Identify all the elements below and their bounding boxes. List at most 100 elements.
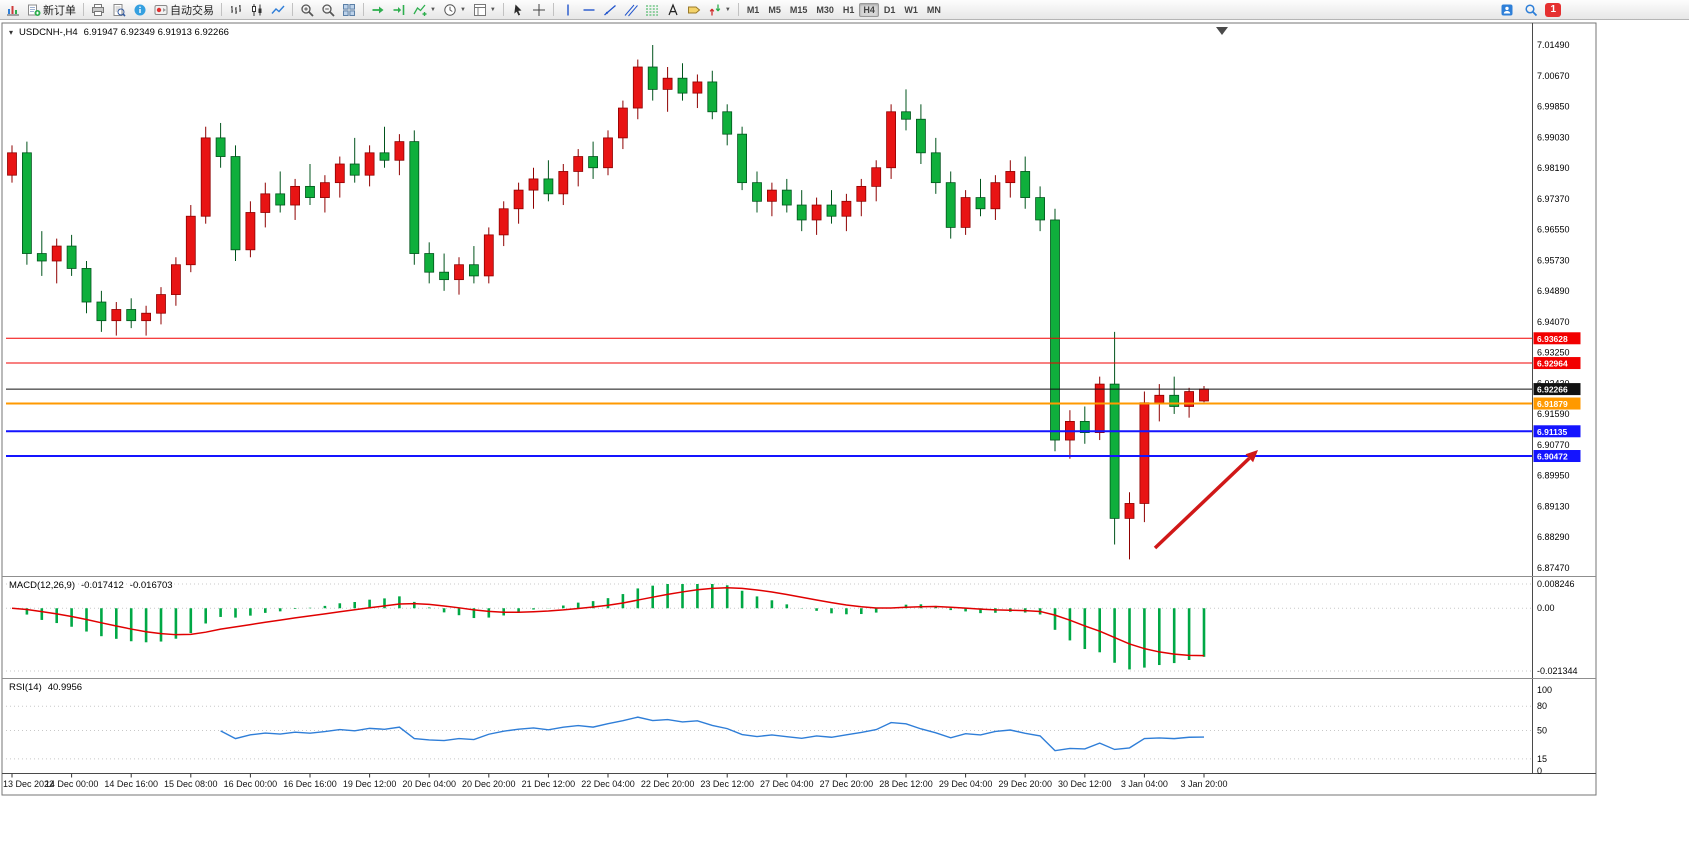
- community-button[interactable]: [1497, 1, 1517, 18]
- timeframe-m1-button[interactable]: M1: [746, 4, 760, 15]
- price-axis-label: 7.01490: [1537, 40, 1570, 50]
- preview-icon: [112, 3, 126, 17]
- candle: [319, 175, 330, 213]
- price-axis-label: 6.94890: [1537, 286, 1570, 296]
- notifications-badge[interactable]: 1: [1545, 2, 1561, 17]
- candle: [334, 156, 345, 198]
- ohlc-readout: 6.91947 6.92349 6.91913 6.92266: [83, 27, 229, 38]
- chart-menu-icon[interactable]: ▾: [9, 28, 14, 37]
- autoscroll-icon: [371, 3, 385, 17]
- price-axis-label: 6.87470: [1537, 563, 1570, 573]
- chart-shift-button[interactable]: [389, 1, 409, 18]
- candle: [1109, 331, 1120, 545]
- time-axis-label: 14 Dec 16:00: [104, 779, 158, 789]
- print-button[interactable]: [88, 1, 108, 18]
- timeframe-m15-button[interactable]: M15: [789, 4, 808, 15]
- price-axis-label: 6.88290: [1537, 532, 1570, 542]
- autotrading-button[interactable]: 自动交易: [151, 1, 217, 18]
- time-axis-label: 27 Dec 20:00: [820, 779, 874, 789]
- candle: [856, 178, 867, 217]
- time-axis-label: 29 Dec 20:00: [998, 779, 1052, 789]
- rsi-axis-label: 0: [1537, 766, 1542, 776]
- new-chart-button[interactable]: [3, 1, 23, 18]
- vertical-line-button[interactable]: [558, 1, 578, 18]
- auto-scroll-button[interactable]: [368, 1, 388, 18]
- candle: [230, 145, 241, 261]
- text-button[interactable]: [663, 1, 683, 18]
- timeframe-h4-button[interactable]: H4: [859, 2, 879, 17]
- text-label-button[interactable]: [684, 1, 704, 18]
- toolbar-separator: [363, 3, 364, 16]
- autotrade-icon: [154, 3, 168, 17]
- metaeditor-button[interactable]: [130, 1, 150, 18]
- timeframe-d1-button[interactable]: D1: [883, 4, 896, 15]
- candle: [916, 104, 926, 164]
- search-button[interactable]: [1521, 1, 1541, 18]
- time-axis-label: 22 Dec 20:00: [641, 779, 695, 789]
- cursor-button[interactable]: [508, 1, 528, 18]
- macd-axis-label: 0.008246: [1537, 579, 1575, 589]
- bars-icon: [229, 3, 243, 17]
- price-line-tag: 6.91135: [1533, 425, 1581, 438]
- candle: [1124, 492, 1135, 560]
- candle: [483, 227, 494, 284]
- timeframe-m30-button[interactable]: M30: [816, 4, 834, 15]
- timeframe-w1-button[interactable]: W1: [904, 4, 918, 15]
- rsi-axis-label: 50: [1537, 726, 1547, 736]
- timeframe-mn-button[interactable]: MN: [926, 4, 941, 15]
- candle: [1169, 376, 1180, 414]
- timeframe-m5-button[interactable]: M5: [768, 4, 781, 15]
- candle: [185, 205, 196, 273]
- indicators-button[interactable]: ▼: [410, 1, 439, 18]
- candle: [528, 167, 539, 209]
- bar-chart-button[interactable]: [226, 1, 246, 18]
- candle: [871, 160, 882, 202]
- print-preview-button[interactable]: [109, 1, 129, 18]
- candle: [290, 178, 301, 220]
- time-axis-label: 19 Dec 12:00: [343, 779, 397, 789]
- candle: [513, 182, 524, 224]
- candle: [1020, 156, 1031, 209]
- time-axis-label: 27 Dec 04:00: [760, 779, 814, 789]
- chart-title: ▾ USDCNH-,H4 6.91947 6.92349 6.91913 6.9…: [9, 27, 229, 38]
- zoom-in-button[interactable]: [297, 1, 317, 18]
- macd-name: MACD(12,26,9): [9, 580, 75, 591]
- horizontal-line-button[interactable]: [579, 1, 599, 18]
- time-axis-label: 29 Dec 04:00: [939, 779, 993, 789]
- price-axis-label: 6.98190: [1537, 163, 1570, 173]
- time-axis-label: 21 Dec 12:00: [522, 779, 576, 789]
- trendline-button[interactable]: [600, 1, 620, 18]
- zoom-out-button[interactable]: [318, 1, 338, 18]
- candle: [677, 63, 688, 101]
- crosshair-button[interactable]: [529, 1, 549, 18]
- templates-button[interactable]: ▼: [470, 1, 499, 18]
- rsi-axis-label: 80: [1537, 701, 1547, 711]
- arrows-button[interactable]: ▼: [705, 1, 734, 18]
- candle: [156, 287, 166, 325]
- trend-arrow-annotation[interactable]: [1153, 450, 1258, 550]
- linechart-icon: [271, 3, 285, 17]
- periods-button[interactable]: ▼: [440, 1, 469, 18]
- tile-windows-button[interactable]: [339, 1, 359, 18]
- candle: [960, 190, 971, 235]
- timeframe-h1-button[interactable]: H1: [842, 4, 855, 15]
- line-chart-button[interactable]: [268, 1, 288, 18]
- cursor-icon: [511, 3, 525, 17]
- time-axis-label: 16 Dec 16:00: [283, 779, 337, 789]
- price-line-tag: 6.90472: [1533, 450, 1581, 463]
- chart-shift-marker[interactable]: [1216, 27, 1228, 35]
- candle: [826, 190, 837, 224]
- candle: [603, 130, 613, 176]
- macd-axis-label: -0.021344: [1537, 666, 1578, 676]
- price-axis-label: 6.93250: [1537, 348, 1570, 358]
- new-order-button[interactable]: 新订单: [24, 1, 79, 18]
- fibonacci-button[interactable]: [642, 1, 662, 18]
- candle: [1005, 160, 1016, 198]
- candle: [811, 197, 822, 235]
- dropdown-caret-icon: ▼: [724, 6, 731, 13]
- price-axis-label: 6.89950: [1537, 471, 1570, 481]
- equidistant-channel-button[interactable]: [621, 1, 641, 18]
- candlestick-chart-button[interactable]: [247, 1, 267, 18]
